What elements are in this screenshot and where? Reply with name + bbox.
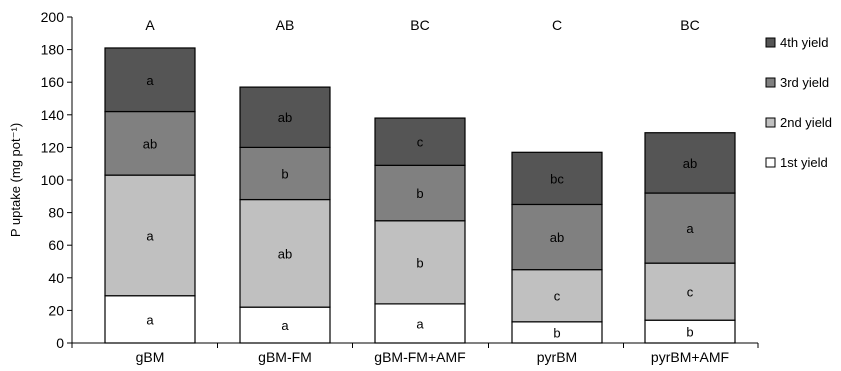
legend-label: 2nd yield [780, 115, 832, 130]
y-tick-label: 40 [48, 270, 64, 286]
total-letter: BC [680, 17, 699, 33]
segment-letter: b [281, 166, 288, 181]
legend-swatch [765, 37, 776, 48]
bar-segment [511, 203, 603, 271]
segment-letter: b [416, 186, 423, 201]
segment-letter: b [416, 255, 423, 270]
y-tick-label: 60 [48, 237, 64, 253]
bar-segment [511, 151, 603, 206]
bar-segment [374, 220, 466, 305]
segment-letter: c [687, 285, 694, 300]
bar-segment [239, 146, 331, 201]
total-letter: AB [276, 17, 295, 33]
x-tick-label: gBM-FM [258, 349, 312, 365]
legend: 4th yield 3rd yield 2nd yield 1st yield [765, 35, 832, 170]
bar-segment [374, 164, 466, 222]
segment-letter: c [554, 289, 561, 304]
legend-swatch [765, 77, 776, 88]
y-tick-label: 140 [41, 107, 65, 123]
y-tick-label: 20 [48, 302, 64, 318]
y-tick-label: 120 [41, 139, 65, 155]
segment-letter: a [281, 318, 289, 333]
x-tick-label: pyrBM [537, 349, 577, 365]
bar-segment [239, 86, 331, 148]
segment-letter: ab [278, 246, 292, 261]
y-tick-label: 0 [56, 335, 64, 351]
bar-segment [239, 198, 331, 308]
x-tick-label: gBM-FM+AMF [374, 349, 465, 365]
bar-segment [644, 192, 736, 264]
legend-swatch [765, 117, 776, 128]
total-letter: A [145, 17, 155, 33]
y-tick-label: 80 [48, 205, 64, 221]
segment-letter: a [146, 228, 154, 243]
bar-segment [104, 295, 196, 344]
segment-letter: b [553, 325, 560, 340]
total-letter: BC [410, 17, 429, 33]
axes: 0 20 40 60 80 100 120 140 160 180 200 [41, 9, 759, 351]
y-axis-label: P uptake (mg pot⁻¹) [8, 123, 23, 237]
segment-letter: a [686, 221, 694, 236]
segment-letter: ab [278, 110, 292, 125]
bar-segment [239, 306, 331, 344]
segment-letter: bc [550, 171, 564, 186]
bar-segment [644, 132, 736, 194]
legend-label: 4th yield [780, 35, 828, 50]
legend-label: 1st yield [780, 155, 828, 170]
segment-letter: ab [550, 230, 564, 245]
y-tick-label: 200 [41, 9, 65, 25]
segment-letter: ab [683, 156, 697, 171]
segment-letter: a [416, 316, 424, 331]
x-tick-label: pyrBM+AMF [651, 349, 729, 365]
bar-segment [104, 110, 196, 176]
legend-label: 3rd yield [780, 75, 829, 90]
x-tick-label: gBM [136, 349, 165, 365]
segment-letter: ab [143, 136, 157, 151]
total-letter: C [552, 17, 562, 33]
bar-segment [374, 117, 466, 166]
y-tick-label: 180 [41, 42, 65, 58]
y-tick-label: 160 [41, 74, 65, 90]
segment-letter: a [146, 73, 154, 88]
bars: aaabaAgBMaabbabABgBM-FMabbcBCgBM-FM+AMFb… [104, 17, 736, 365]
y-tick-label: 100 [41, 172, 65, 188]
bar-segment [104, 47, 196, 113]
bar-segment [104, 174, 196, 297]
segment-letter: a [146, 312, 154, 327]
segment-letter: c [417, 135, 424, 150]
segment-letter: b [686, 325, 693, 340]
legend-swatch [765, 157, 776, 168]
